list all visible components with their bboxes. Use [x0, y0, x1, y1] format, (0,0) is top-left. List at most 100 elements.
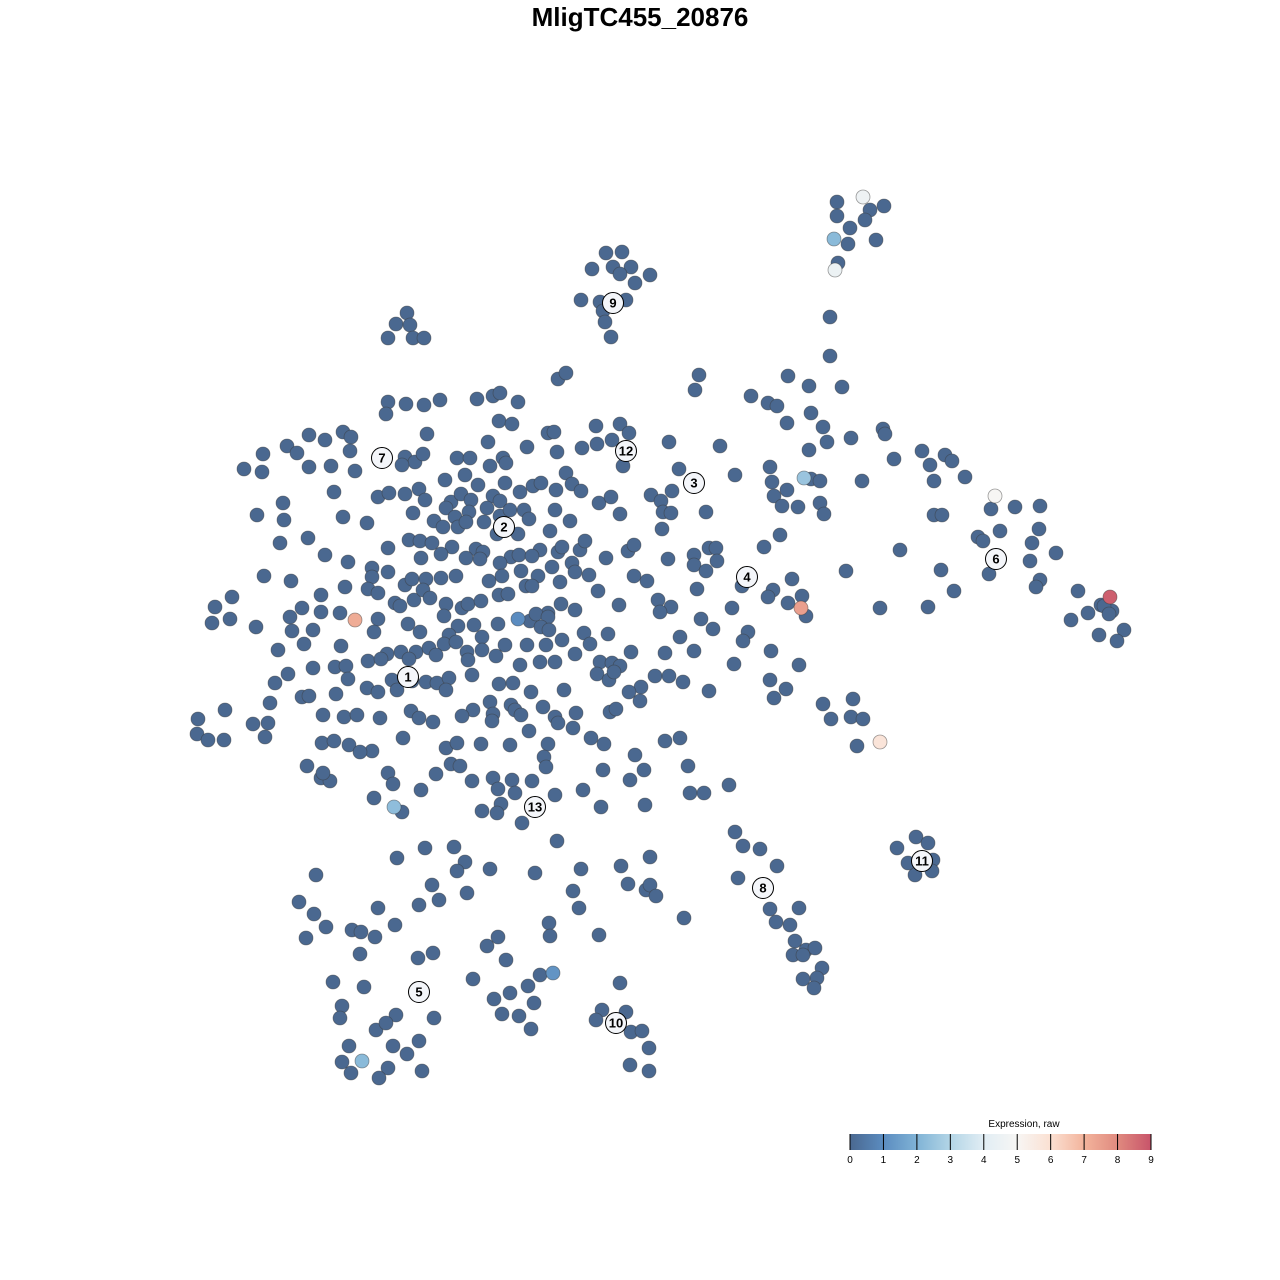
data-point [270, 642, 286, 658]
data-point-expressed [386, 799, 402, 815]
data-point [301, 427, 317, 443]
data-point [614, 244, 630, 260]
data-point [554, 632, 570, 648]
data-point [612, 975, 628, 991]
data-point [511, 547, 527, 563]
data-point [598, 550, 614, 566]
data-point [190, 711, 206, 727]
data-point [589, 436, 605, 452]
data-point [546, 424, 562, 440]
data-point [567, 646, 583, 662]
data-point [338, 658, 354, 674]
data-point [778, 681, 794, 697]
data-point [380, 540, 396, 556]
data-point [399, 1046, 415, 1062]
data-point [280, 666, 296, 682]
data-point [623, 644, 639, 660]
data-point [315, 707, 331, 723]
cluster-label-badge [605, 1012, 627, 1034]
data-point [459, 885, 475, 901]
data-point [565, 720, 581, 736]
data-point [876, 198, 892, 214]
colorbar-tick-label: 0 [847, 1155, 853, 1166]
data-point [574, 440, 590, 456]
data-point [490, 929, 506, 945]
data-point [505, 675, 521, 691]
cluster-label-1: 1 [397, 666, 419, 688]
colorbar-legend: Expression, raw 0 1 2 3 4 5 6 7 8 9 [847, 1119, 1154, 1166]
data-point [562, 513, 578, 529]
data-point [613, 858, 629, 874]
data-point [326, 484, 342, 500]
data-point [541, 915, 557, 931]
data-point [926, 473, 942, 489]
cluster-label-text: 12 [619, 444, 633, 459]
data-point [370, 611, 386, 627]
cluster-label-6: 6 [985, 548, 1007, 570]
data-point [389, 850, 405, 866]
data-point [791, 900, 807, 916]
data-point [484, 713, 500, 729]
data-point [272, 535, 288, 551]
data-point [598, 245, 614, 261]
data-point [538, 637, 554, 653]
data-point [466, 617, 482, 633]
data-point [774, 498, 790, 514]
data-point [743, 388, 759, 404]
data-point [378, 406, 394, 422]
data-point [575, 782, 591, 798]
data-point [1091, 627, 1107, 643]
data-point [675, 674, 691, 690]
data-point [425, 945, 441, 961]
data-point [657, 645, 673, 661]
data-point [822, 309, 838, 325]
data-point [768, 914, 784, 930]
data-point [488, 648, 504, 664]
data-point [335, 509, 351, 525]
data-point [308, 867, 324, 883]
data-point-expressed [1102, 589, 1118, 605]
data-point [639, 573, 655, 589]
data-point [490, 781, 506, 797]
data-point [815, 696, 831, 712]
data-point [661, 668, 677, 684]
data-point [254, 464, 270, 480]
data-point [323, 458, 339, 474]
points-layer [189, 189, 1132, 1086]
data-point [698, 563, 714, 579]
cluster-label-11: 11 [911, 850, 933, 872]
data-point [660, 551, 676, 567]
data-point [584, 261, 600, 277]
data-point [589, 666, 605, 682]
data-point [842, 220, 858, 236]
data-point [636, 762, 652, 778]
data-point [806, 980, 822, 996]
data-point [411, 897, 427, 913]
data-point [524, 548, 540, 564]
data-point [473, 593, 489, 609]
data-point [248, 619, 264, 635]
data-point [347, 463, 363, 479]
data-point [437, 472, 453, 488]
colorbar-tick-label: 2 [914, 1155, 920, 1166]
data-point [465, 971, 481, 987]
data-point-expressed [872, 734, 888, 750]
cluster-label-10: 10 [605, 1012, 627, 1034]
cluster-label-badge [408, 981, 430, 1003]
data-point [448, 568, 464, 584]
data-point [547, 654, 563, 670]
cluster-label-badge [397, 666, 419, 688]
data-point [317, 432, 333, 448]
data-point [432, 392, 448, 408]
data-point [790, 499, 806, 515]
data-point [612, 266, 628, 282]
data-point [257, 729, 273, 745]
cluster-label-badge [736, 566, 758, 588]
data-point [541, 622, 557, 638]
data-point [317, 547, 333, 563]
data-point [735, 633, 751, 649]
colorbar-tick-label: 4 [981, 1155, 987, 1166]
data-point [1028, 579, 1044, 595]
cluster-label-text: 1 [404, 670, 411, 685]
data-point [473, 736, 489, 752]
